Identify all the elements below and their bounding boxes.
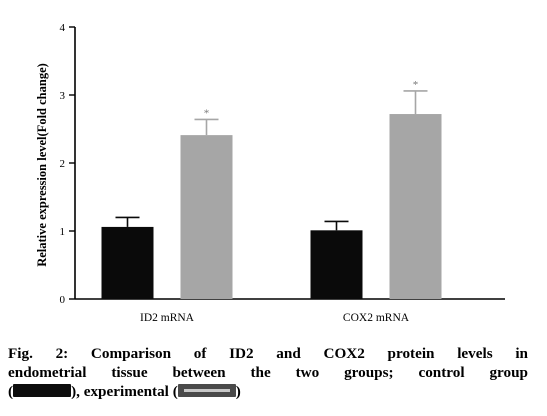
caption-line-1: Fig. 2: Comparison of ID2 and COX2 prote… [8, 345, 528, 362]
y-axis-title: Relative expression level(Fold change) [35, 63, 49, 267]
chart-bars [101, 90, 442, 299]
y-tick-label-1: 1 [60, 226, 66, 238]
control-legend-swatch [13, 384, 72, 397]
bar-control-1 [310, 230, 363, 299]
caption-experimental-text: ), experimental ( [71, 383, 178, 400]
x-category-label-1: COX2 mRNA [343, 312, 410, 324]
chart-labels: 0 1 2 3 4 Relative expression level(Fold chan… [35, 22, 418, 324]
figure-caption: Fig. 2: Comparison of ID2 and COX2 prote… [8, 344, 528, 401]
caption-open-paren: ( [8, 383, 14, 400]
caption-line-3: ( ), experimental () [8, 382, 528, 401]
bar-experimental-1 [389, 114, 442, 299]
bar-control-0 [101, 226, 154, 299]
y-tick-label-2: 2 [60, 158, 66, 170]
caption-close-paren: ) [235, 383, 241, 400]
caption-line-2: endometrial tissue between the two group… [8, 364, 528, 381]
significance-marker-0: * [204, 107, 210, 119]
y-tick-label-3: 3 [60, 90, 66, 102]
x-category-label-0: ID2 mRNA [140, 312, 195, 324]
experimental-legend-swatch [177, 384, 236, 397]
bar-experimental-0 [180, 135, 233, 299]
significance-marker-1: * [413, 79, 419, 91]
bar-chart: 0 1 2 3 4 Relative expression level(Fold chan… [35, 22, 505, 324]
y-tick-label-4: 4 [60, 22, 66, 34]
y-tick-label-0: 0 [60, 294, 66, 306]
